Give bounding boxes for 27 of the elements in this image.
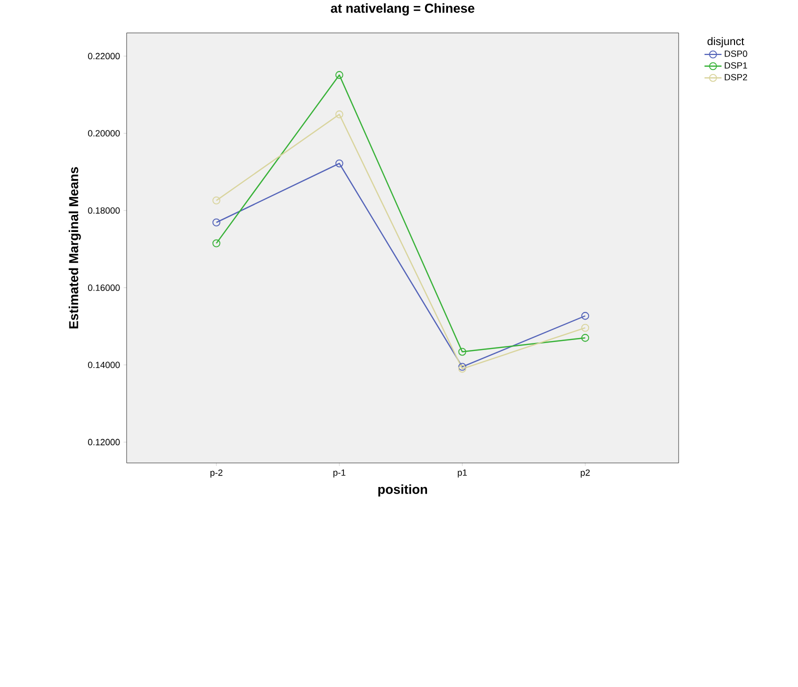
y-tick-label: 0.14000 [88, 362, 120, 368]
point [458, 348, 466, 356]
legend-label: DSP2 [724, 74, 748, 80]
y-tick-label: 0.12000 [88, 439, 120, 446]
point [335, 110, 344, 118]
x-tick-label: p2 [580, 470, 590, 478]
y-axis-title: Estimated Marginal Means [68, 167, 81, 328]
legend-label: DSP0 [724, 50, 748, 57]
x-tick-label: p-1 [333, 470, 346, 478]
point [335, 71, 344, 80]
y-tick-label: 0.18000 [88, 207, 120, 214]
point [581, 324, 590, 332]
point [581, 334, 590, 342]
legend-label: DSP1 [724, 62, 748, 69]
x-tick-label: p1 [458, 470, 467, 478]
point [212, 196, 220, 204]
y-tick-label: 0.22000 [88, 52, 120, 60]
legend-title: disjunct [708, 37, 744, 48]
x-tick-label: p-2 [210, 470, 222, 478]
point [335, 160, 344, 168]
point [212, 218, 220, 226]
y-tick-label: 0.20000 [88, 130, 120, 137]
y-tick-label: 0.16000 [88, 284, 120, 291]
x-axis-title: position [378, 484, 428, 497]
point [581, 312, 590, 320]
point [212, 239, 220, 248]
chart-title: at nativelang = Chinese [330, 3, 474, 16]
